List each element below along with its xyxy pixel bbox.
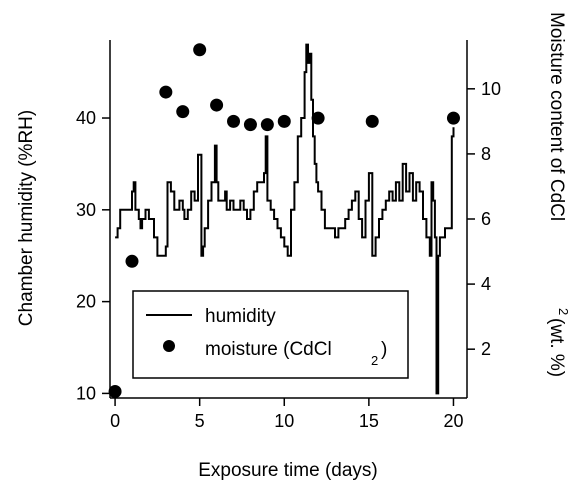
y2-tick-label: 6: [481, 209, 491, 229]
legend-moisture-marker: [163, 340, 175, 352]
x-tick-label: 10: [274, 411, 294, 431]
legend: humidity moisture (CdCl 2 ): [132, 290, 409, 379]
moisture-point: [176, 105, 190, 119]
y-tick-label: 20: [76, 292, 96, 312]
y2-axis-label: Moisture content of CdCl 2 (wt. %): [546, 12, 569, 377]
y-tick-label: 10: [76, 383, 96, 403]
legend-humidity-label: humidity: [205, 306, 276, 327]
moisture-point: [365, 114, 379, 128]
x-tick-label: 20: [443, 411, 463, 431]
legend-moisture-subscript: 2: [371, 353, 378, 368]
moisture-point: [260, 118, 274, 132]
y2-tick-label: 4: [481, 274, 491, 294]
y2-axis-label-subscript: 2: [556, 308, 569, 315]
y2-axis-label-tail: (wt. %): [546, 318, 567, 377]
moisture-point: [210, 98, 224, 112]
x-axis-label: Exposure time (days): [198, 460, 378, 481]
y2-axis-label-main: Moisture content of CdCl: [546, 12, 567, 221]
moisture-point: [446, 111, 460, 125]
y-tick-label: 30: [76, 200, 96, 220]
y-tick-label: 40: [76, 108, 96, 128]
y-axis-label: Chamber humidity (%RH): [16, 110, 37, 326]
humidity-line: [115, 43, 455, 395]
moisture-point: [227, 114, 241, 128]
y2-tick-label: 10: [481, 79, 501, 99]
moisture-point: [108, 384, 122, 398]
moisture-point: [243, 118, 257, 132]
moisture-point: [159, 85, 173, 99]
moisture-series: [108, 43, 460, 398]
moisture-point: [311, 111, 325, 125]
x-tick-label: 5: [195, 411, 205, 431]
moisture-point: [277, 114, 291, 128]
y2-tick-label: 2: [481, 339, 491, 359]
legend-box: [132, 290, 409, 379]
moisture-point: [125, 254, 139, 268]
humidity-series: [115, 43, 455, 395]
y2-tick-label: 8: [481, 144, 491, 164]
moisture-point: [193, 43, 207, 57]
legend-moisture-label: moisture (CdCl: [205, 339, 332, 360]
x-tick-label: 0: [110, 411, 120, 431]
legend-moisture-close: ): [381, 339, 387, 360]
x-tick-label: 15: [359, 411, 379, 431]
ticks: 0 5 10 15 20 10 20 30 40 2 4 6 8 10: [76, 79, 501, 431]
